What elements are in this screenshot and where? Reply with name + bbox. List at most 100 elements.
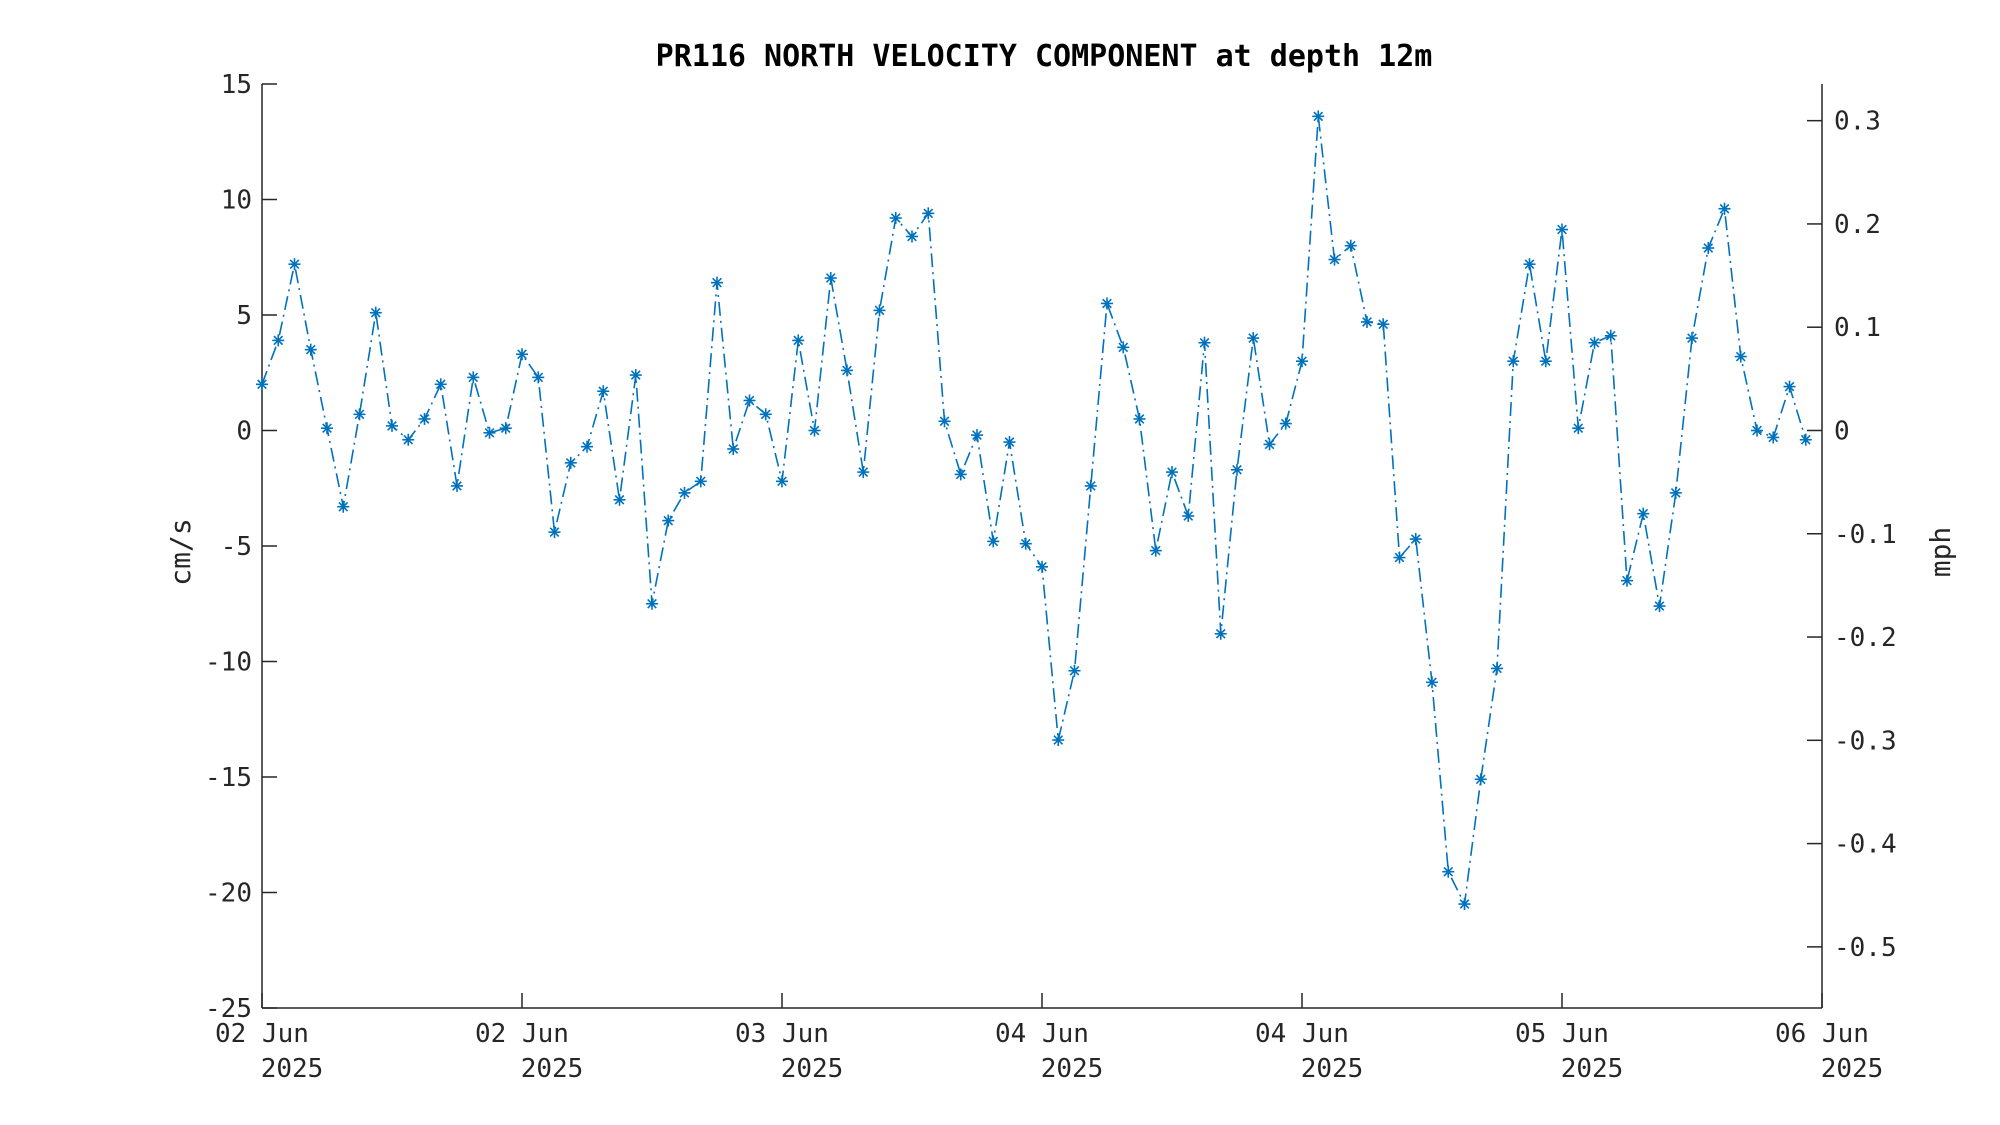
data-point (857, 466, 870, 479)
data-point (1702, 242, 1715, 255)
data-point (1767, 431, 1780, 444)
data-point (1621, 574, 1633, 587)
data-point (1328, 253, 1341, 266)
y2-tick-label: -0.3 (1834, 726, 1897, 756)
chart-title: PR116 NORTH VELOCITY COMPONENT at depth … (656, 39, 1433, 74)
data-point (646, 597, 658, 610)
y-tick-label: -15 (205, 763, 252, 793)
data-point (1084, 479, 1097, 492)
data-point (1117, 341, 1130, 354)
data-point (1426, 676, 1438, 689)
y2-tick-label: -0.4 (1834, 830, 1897, 860)
data-point (304, 343, 317, 356)
y-tick-label: 15 (221, 70, 252, 100)
y2-tick-label: -0.5 (1834, 933, 1897, 963)
x-tick-label-date: 04 Jun (995, 1019, 1089, 1049)
data-point (824, 272, 837, 285)
series-line (261, 116, 1807, 907)
data-point (808, 424, 821, 437)
data-point (1588, 336, 1601, 349)
data-point (1149, 544, 1162, 557)
data-point (1474, 773, 1487, 786)
data-point (613, 493, 626, 506)
data-point (532, 371, 545, 384)
data-point (581, 440, 593, 453)
data-point (792, 334, 805, 347)
data-point (1458, 898, 1471, 911)
x-tick-label-date: 04 Jun (1255, 1019, 1349, 1049)
data-point (906, 230, 918, 243)
data-point (987, 535, 1000, 548)
data-point (1409, 533, 1422, 546)
data-point (1133, 412, 1146, 425)
data-point (1198, 336, 1211, 349)
data-point (1751, 424, 1763, 437)
data-point (938, 415, 951, 428)
data-point (1442, 865, 1455, 878)
y-tick-label: -5 (221, 532, 252, 562)
data-point (272, 334, 285, 347)
data-point (954, 468, 967, 481)
data-point (1361, 315, 1373, 328)
data-point (1182, 509, 1195, 522)
x-tick-label-year: 2025 (1301, 1054, 1364, 1084)
data-point (321, 422, 333, 435)
data-point (256, 378, 268, 391)
y2-axis-label: mph (1924, 527, 1957, 578)
y2-tick-label: -0.2 (1834, 623, 1897, 653)
data-point (451, 479, 463, 492)
data-point (678, 486, 691, 499)
data-point (1003, 436, 1016, 449)
y-axis-label: cm/s (164, 518, 197, 585)
data-point (629, 369, 642, 382)
x-tick-label-year: 2025 (1041, 1054, 1104, 1084)
data-point (1491, 662, 1503, 675)
data-point (1068, 664, 1081, 677)
x-tick-label-year: 2025 (781, 1054, 844, 1084)
data-point (662, 514, 675, 527)
data-point (922, 207, 935, 220)
y-tick-label: 5 (236, 301, 252, 331)
y-tick-label: -10 (205, 648, 252, 678)
data-point (1263, 438, 1276, 451)
data-point (1247, 332, 1260, 345)
data-point (1279, 417, 1292, 430)
data-point (386, 419, 398, 432)
data-point (873, 304, 886, 317)
data-point (889, 211, 902, 224)
data-point (1166, 466, 1178, 479)
x-tick-label-year: 2025 (261, 1054, 324, 1084)
data-point (971, 429, 983, 442)
data-point (597, 385, 610, 398)
data-point (288, 258, 301, 271)
y-tick-label: 10 (221, 186, 252, 216)
x-tick-label-date: 03 Jun (735, 1019, 829, 1049)
data-point (776, 475, 788, 488)
data-point (418, 412, 431, 425)
y2-tick-label: 0 (1834, 416, 1850, 446)
plot-area (256, 110, 1812, 911)
y2-tick-label: 0.1 (1834, 313, 1881, 343)
y2-tick-label: 0.3 (1834, 107, 1881, 137)
data-point (1783, 380, 1796, 393)
data-point (564, 456, 577, 469)
data-point (759, 408, 772, 421)
data-point (483, 426, 496, 439)
data-point (337, 500, 350, 513)
data-point (499, 422, 512, 435)
x-tick-label-date: 06 Jun (1775, 1019, 1869, 1049)
y-tick-label: 0 (236, 417, 252, 447)
data-point (353, 408, 366, 421)
data-point (1799, 433, 1812, 446)
axes: 15 10 5 0 -5 -10 -15 -20 -25 0.3 0.2 0.1 0 -0.1 -0.2 -0… (205, 70, 1897, 1084)
data-point (1231, 463, 1243, 476)
data-point (1019, 537, 1032, 550)
data-point (1214, 627, 1227, 640)
data-point (1686, 332, 1698, 345)
data-point (1507, 355, 1520, 368)
data-point (1539, 355, 1552, 368)
data-point (1052, 734, 1065, 747)
data-point (548, 526, 561, 539)
data-point (1653, 600, 1666, 613)
